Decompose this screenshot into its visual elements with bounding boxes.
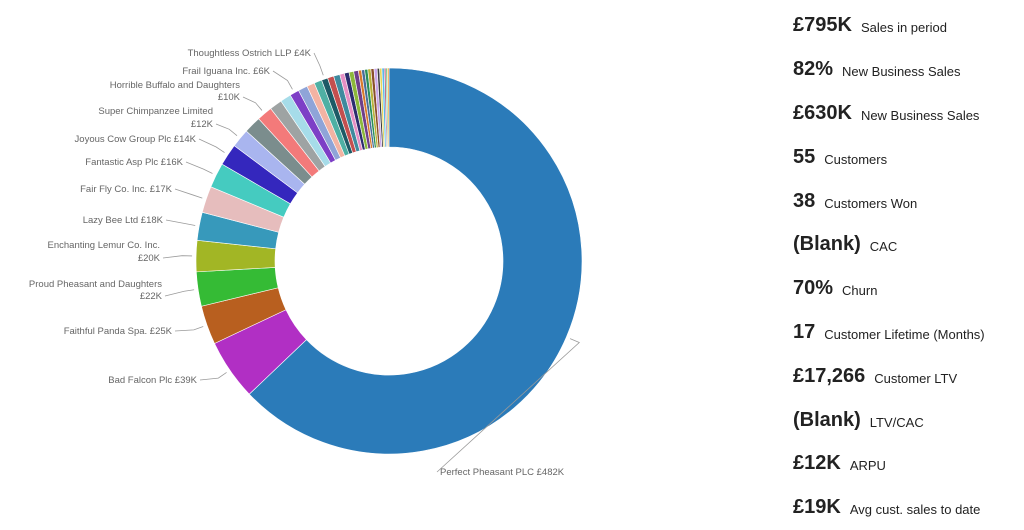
leader-line-enchanting-lemur-co-inc: [162, 255, 193, 259]
slice-label-faithful-panda-spa: Faithful Panda Spa. £25K: [64, 326, 173, 337]
slice-label-lazy-bee-ltd: Lazy Bee Ltd £18K: [83, 215, 164, 226]
kpi-value: £17,266: [793, 364, 866, 387]
kpi-label: Churn: [842, 283, 878, 299]
kpi-label: New Business Sales: [860, 107, 980, 123]
kpi-label: Avg cust. sales to date: [849, 502, 981, 518]
leader-line-joyous-cow-group-plc: [198, 138, 225, 153]
leader-line-frail-iguana-inc: [272, 70, 293, 90]
slice-label-proud-pheasant-and-daughters: Proud Pheasant and Daughters £22K: [29, 279, 163, 302]
kpi-label: CAC: [869, 239, 898, 255]
leader-line-faithful-panda-spa: [174, 326, 204, 332]
leader-line-lazy-bee-ltd: [165, 219, 196, 226]
slice-label-joyous-cow-group-plc: Joyous Cow Group Plc £14K: [75, 134, 197, 145]
kpi-label: Customer Lifetime (Months): [824, 326, 985, 342]
kpi-value: 38: [793, 189, 816, 212]
slice-label-enchanting-lemur-co-inc: Enchanting Lemur Co. Inc. £20K: [48, 240, 161, 264]
kpi-label: Customers: [824, 151, 888, 167]
sales-donut-chart: Perfect Pheasant PLC £482K Bad Falcon Plc…: [29, 48, 583, 478]
leader-line-bad-falcon-plc: [199, 372, 227, 381]
leader-line-fantastic-asp-plc: [185, 161, 213, 174]
kpi-customer-ltv: £17,266 Customer LTV: [793, 354, 1024, 398]
leader-line-thoughtless-ostrich-llp: [313, 52, 324, 76]
slice-label-frail-iguana-inc: Frail Iguana Inc. £6K: [182, 66, 270, 77]
leader-line-horrible-buffalo-and-daughters: [242, 96, 263, 111]
kpi-sales-in-period: £795K Sales in period: [793, 4, 1024, 48]
slice-label-horrible-buffalo-and-daughters: Horrible Buffalo and Daughters £10K: [110, 80, 241, 103]
kpi-label: LTV/CAC: [869, 414, 924, 430]
kpi-ltv-cac: (Blank) LTV/CAC: [793, 398, 1024, 442]
kpi-value: (Blank): [793, 408, 861, 431]
kpi-customers-won: 38 Customers Won: [793, 179, 1024, 223]
kpi-value: £795K: [793, 14, 852, 37]
kpi-customers: 55 Customers: [793, 135, 1024, 179]
slice-unlabeled-24[interactable]: [387, 67, 390, 148]
donut-chart-svg: Perfect Pheasant PLC £482K Bad Falcon Plc…: [29, 48, 583, 478]
kpi-value: £19K: [793, 496, 841, 519]
kpi-label: Sales in period: [860, 20, 947, 36]
kpi-value: 17: [793, 320, 816, 343]
slice-label-perfect-pheasant-plc: Perfect Pheasant PLC £482K: [440, 467, 565, 478]
slice-label-fantastic-asp-plc: Fantastic Asp Plc £16K: [85, 157, 183, 168]
leader-line-perfect-pheasant-plc: [436, 338, 581, 473]
kpi-churn: 70% Churn: [793, 267, 1024, 311]
kpi-value: 70%: [793, 277, 834, 300]
kpi-cac: (Blank) CAC: [793, 223, 1024, 267]
kpi-value: 55: [793, 145, 816, 168]
leader-line-proud-pheasant-and-daughters: [164, 289, 195, 297]
kpi-label: Customers Won: [824, 195, 918, 211]
kpi-label: Customer LTV: [874, 370, 958, 386]
kpi-value: £630K: [793, 101, 852, 124]
leader-line-super-chimpanzee-limited: [215, 123, 238, 136]
kpi-new-business-sales: £630K New Business Sales: [793, 92, 1024, 136]
slice-label-super-chimpanzee-limited: Super Chimpanzee Limited £12K: [98, 106, 213, 130]
slice-perfect-pheasant-plc[interactable]: [248, 67, 583, 455]
kpi-arpu: £12K ARPU: [793, 442, 1024, 486]
kpi-label: ARPU: [849, 458, 886, 474]
kpi-value: 82%: [793, 58, 834, 81]
kpi-value: (Blank): [793, 233, 861, 256]
kpi-avg-cust-sales: £19K Avg cust. sales to date: [793, 486, 1024, 530]
slice-label-thoughtless-ostrich-llp: Thoughtless Ostrich LLP £4K: [188, 48, 312, 59]
leader-line-fair-fly-co-inc: [174, 188, 203, 199]
slice-label-bad-falcon-plc: Bad Falcon Plc £39K: [108, 375, 197, 386]
kpi-panel: £795K Sales in period 82% New Business S…: [793, 4, 1024, 530]
kpi-value: £12K: [793, 452, 841, 475]
slice-label-fair-fly-co-inc: Fair Fly Co. Inc. £17K: [80, 184, 173, 195]
kpi-new-business-pct: 82% New Business Sales: [793, 48, 1024, 92]
kpi-customer-lifetime: 17 Customer Lifetime (Months): [793, 311, 1024, 355]
kpi-label: New Business Sales: [842, 64, 961, 80]
